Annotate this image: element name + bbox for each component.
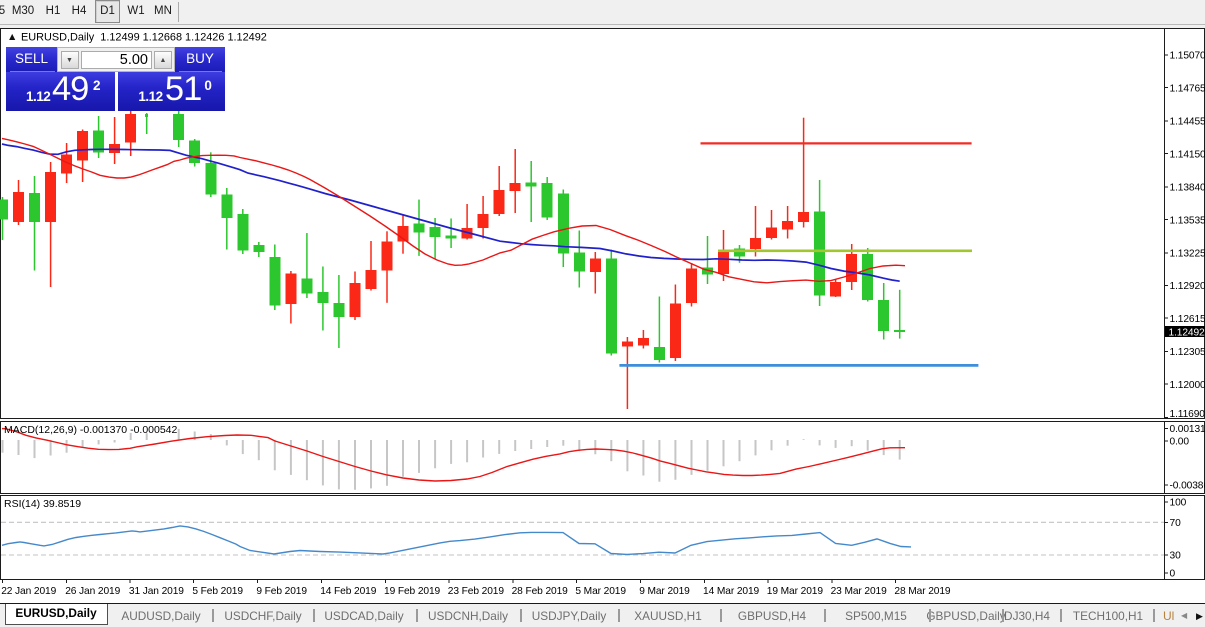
svg-text:1.12615: 1.12615 bbox=[1170, 314, 1205, 325]
svg-text:14 Mar 2019: 14 Mar 2019 bbox=[703, 586, 760, 597]
svg-text:1.12492: 1.12492 bbox=[1169, 327, 1205, 338]
svg-text:1.14765: 1.14765 bbox=[1170, 83, 1205, 94]
svg-text:-0.003864: -0.003864 bbox=[1170, 481, 1205, 492]
svg-text:1.15070: 1.15070 bbox=[1170, 51, 1205, 62]
svg-text:28 Mar 2019: 28 Mar 2019 bbox=[894, 586, 951, 597]
svg-text:0.0013131: 0.0013131 bbox=[1170, 424, 1205, 435]
svg-text:70: 70 bbox=[1170, 518, 1182, 529]
svg-text:19 Mar 2019: 19 Mar 2019 bbox=[767, 586, 824, 597]
svg-text:1.14455: 1.14455 bbox=[1170, 117, 1205, 128]
svg-text:22 Jan 2019: 22 Jan 2019 bbox=[1, 586, 56, 597]
svg-text:23 Feb 2019: 23 Feb 2019 bbox=[448, 586, 505, 597]
svg-text:5 Mar 2019: 5 Mar 2019 bbox=[575, 586, 626, 597]
svg-text:1.14150: 1.14150 bbox=[1170, 149, 1205, 160]
svg-text:31 Jan 2019: 31 Jan 2019 bbox=[129, 586, 184, 597]
svg-text:1.13225: 1.13225 bbox=[1170, 249, 1205, 260]
svg-text:▲: ▲ bbox=[7, 31, 17, 43]
svg-text:9 Feb 2019: 9 Feb 2019 bbox=[256, 586, 307, 597]
svg-text:MACD(12,26,9) -0.001370 -0.000: MACD(12,26,9) -0.001370 -0.000542 bbox=[4, 424, 178, 436]
svg-text:EURUSD,Daily 1.12499 1.12668: EURUSD,Daily 1.12499 1.12668 1.12426 1.1… bbox=[21, 32, 267, 44]
svg-text:14 Feb 2019: 14 Feb 2019 bbox=[320, 586, 377, 597]
svg-text:5 Feb 2019: 5 Feb 2019 bbox=[192, 586, 243, 597]
svg-text:1.12305: 1.12305 bbox=[1170, 347, 1205, 358]
svg-text:1.13535: 1.13535 bbox=[1170, 215, 1205, 226]
svg-text:19 Feb 2019: 19 Feb 2019 bbox=[384, 586, 441, 597]
svg-text:RSI(14) 39.8519: RSI(14) 39.8519 bbox=[4, 498, 81, 510]
svg-text:1.13840: 1.13840 bbox=[1170, 183, 1205, 194]
svg-text:0.00: 0.00 bbox=[1170, 437, 1190, 448]
svg-text:0: 0 bbox=[1170, 569, 1176, 580]
svg-text:9 Mar 2019: 9 Mar 2019 bbox=[639, 586, 690, 597]
svg-text:23 Mar 2019: 23 Mar 2019 bbox=[831, 586, 888, 597]
svg-text:26 Jan 2019: 26 Jan 2019 bbox=[65, 586, 120, 597]
svg-text:1.11690: 1.11690 bbox=[1170, 409, 1205, 420]
svg-text:1.12920: 1.12920 bbox=[1170, 281, 1205, 292]
svg-text:28 Feb 2019: 28 Feb 2019 bbox=[512, 586, 569, 597]
svg-text:30: 30 bbox=[1170, 551, 1182, 562]
svg-text:100: 100 bbox=[1170, 498, 1187, 509]
svg-text:1.12000: 1.12000 bbox=[1170, 380, 1205, 391]
